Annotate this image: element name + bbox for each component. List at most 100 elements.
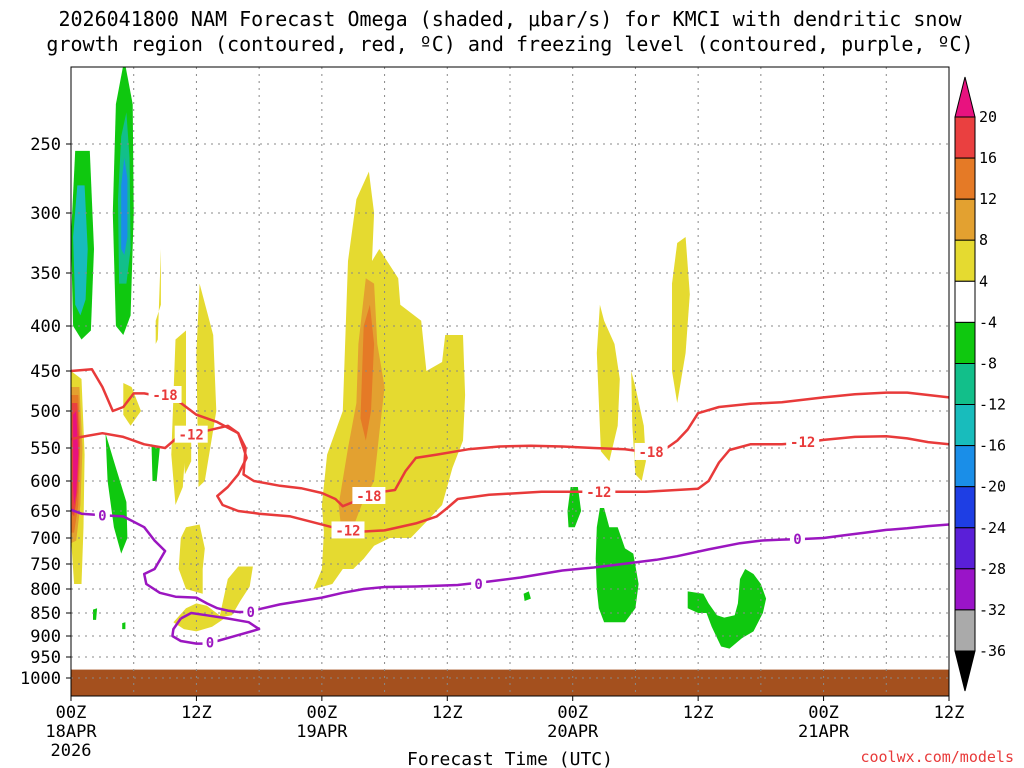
colorbar-label: -20 [979,478,1006,496]
x-tick-label: 00Z [808,703,839,723]
omega-region-31 [687,569,767,649]
colorbar-bottom-arrow [954,650,976,692]
chart-title-line-2: growth region (contoured, red, ºC) and f… [46,32,973,56]
contour-label: 0 [474,577,482,593]
ground-layer [71,669,949,696]
contour-label: -12 [586,485,611,501]
contour-label: -12 [335,523,360,539]
contour-line-2 [71,508,949,614]
colorbar-label: -32 [979,601,1006,619]
contour-label: -18 [152,388,177,404]
colorbar-bin-11 [954,527,976,570]
colorbar-bin-6 [954,321,976,364]
contour-label: -18 [638,445,663,461]
y-tick-label-750: 750 [30,555,61,575]
contour-label-bg [94,506,110,524]
y-tick-label-650: 650 [30,502,61,522]
plot-frame [70,66,950,697]
y-tick-label-850: 850 [30,604,61,624]
x-tick-label: 12Z [181,703,212,723]
omega-region-21 [219,566,253,618]
colorbar-label: 4 [979,272,988,290]
contour-label-bg [148,386,182,403]
omega-region-24 [360,304,375,441]
contour-label-bg [471,575,487,592]
contour-label: -12 [790,435,815,451]
x-tick-label: 00Z [557,703,588,723]
y-tick-label-1000: 1000 [20,669,61,689]
contour-label: 0 [793,532,801,548]
contour-label: 0 [206,636,214,652]
colorbar-bin-5 [954,280,976,323]
omega-region-20 [173,603,226,632]
x-tick-label: 00Z [56,703,87,723]
colorbar-label: -28 [979,560,1006,578]
contour-label-bg [174,425,208,443]
contour-lines: -18 -18 -18 -12 -12 -12 -12 0 0 0 0 0 [71,367,949,652]
omega-region-7 [93,608,98,620]
colorbar-label: -8 [979,354,997,372]
colorbar-bin-3 [954,198,976,241]
credit-text: coolwx.com/models [860,748,1014,766]
y-tick-label-500: 500 [30,402,61,422]
contour-label-bg [352,487,386,504]
chart-title-line-1: 2026041800 NAM Forecast Omega (shaded, μ… [58,7,962,31]
colorbar-bin-10 [954,486,976,529]
contour-label: -12 [179,428,204,444]
colorbar-label: -12 [979,396,1006,414]
omega-region-17 [196,283,217,487]
y-tick-label-600: 600 [30,472,61,492]
x-tick-date: 21APR [798,722,850,742]
x-axis-label: Forecast Time (UTC) [407,749,613,768]
colorbar-bin-4 [954,239,976,282]
y-tick-label-300: 300 [30,204,61,224]
colorbar-bin-2 [954,157,976,200]
colorbar-label: -16 [979,437,1006,455]
colorbar-label: 16 [979,149,997,167]
contour-label-bg [582,482,616,500]
x-tick-date: 20APR [547,722,599,742]
colorbar-label: 12 [979,190,997,208]
omega-region-14 [123,383,141,426]
contour-label-bg [202,633,218,651]
omega-shading [71,67,767,649]
contour-label-bg [786,433,820,451]
colorbar-bin-8 [954,404,976,447]
y-tick-label-550: 550 [30,439,61,459]
colorbar-bin-12 [954,568,976,611]
x-tick-year: 2026 [51,741,92,761]
y-tick-label-700: 700 [30,529,61,549]
colorbar-label: -4 [979,313,997,331]
omega-region-19 [178,524,205,594]
omega-region-25 [596,304,620,462]
colorbar-label: -36 [979,642,1006,660]
omega-region-15 [155,249,161,344]
colorbar-bin-9 [954,445,976,488]
omega-region-6 [151,444,160,481]
contour-line-3 [171,611,261,645]
x-tick-label: 00Z [306,703,337,723]
omega-region-16 [171,330,186,505]
y-tick-label-400: 400 [30,317,61,337]
omega-region-27 [672,237,690,403]
y-tick-label-950: 950 [30,648,61,668]
x-tick-label: 12Z [683,703,714,723]
colorbar-bin-7 [954,363,976,406]
x-tick-label: 12Z [432,703,463,723]
x-tick-date: 19APR [296,722,348,742]
omega-region-4 [121,157,128,255]
y-axis-ticks: 250 300 350 400 450 500 550 600 650 700 750 800 850 9… [20,135,71,689]
contour-label: 0 [98,508,106,524]
y-tick-label-350: 350 [30,264,61,284]
colorbar-bin-13 [954,609,976,652]
contour-label-bg [634,442,668,460]
ground-fill [71,669,949,696]
y-tick-label-800: 800 [30,580,61,600]
contour-label: 0 [247,605,255,621]
omega-region-8 [122,622,126,630]
colorbar-label: 8 [979,231,988,249]
y-tick-label-900: 900 [30,627,61,647]
colorbar-label: -24 [979,519,1006,537]
